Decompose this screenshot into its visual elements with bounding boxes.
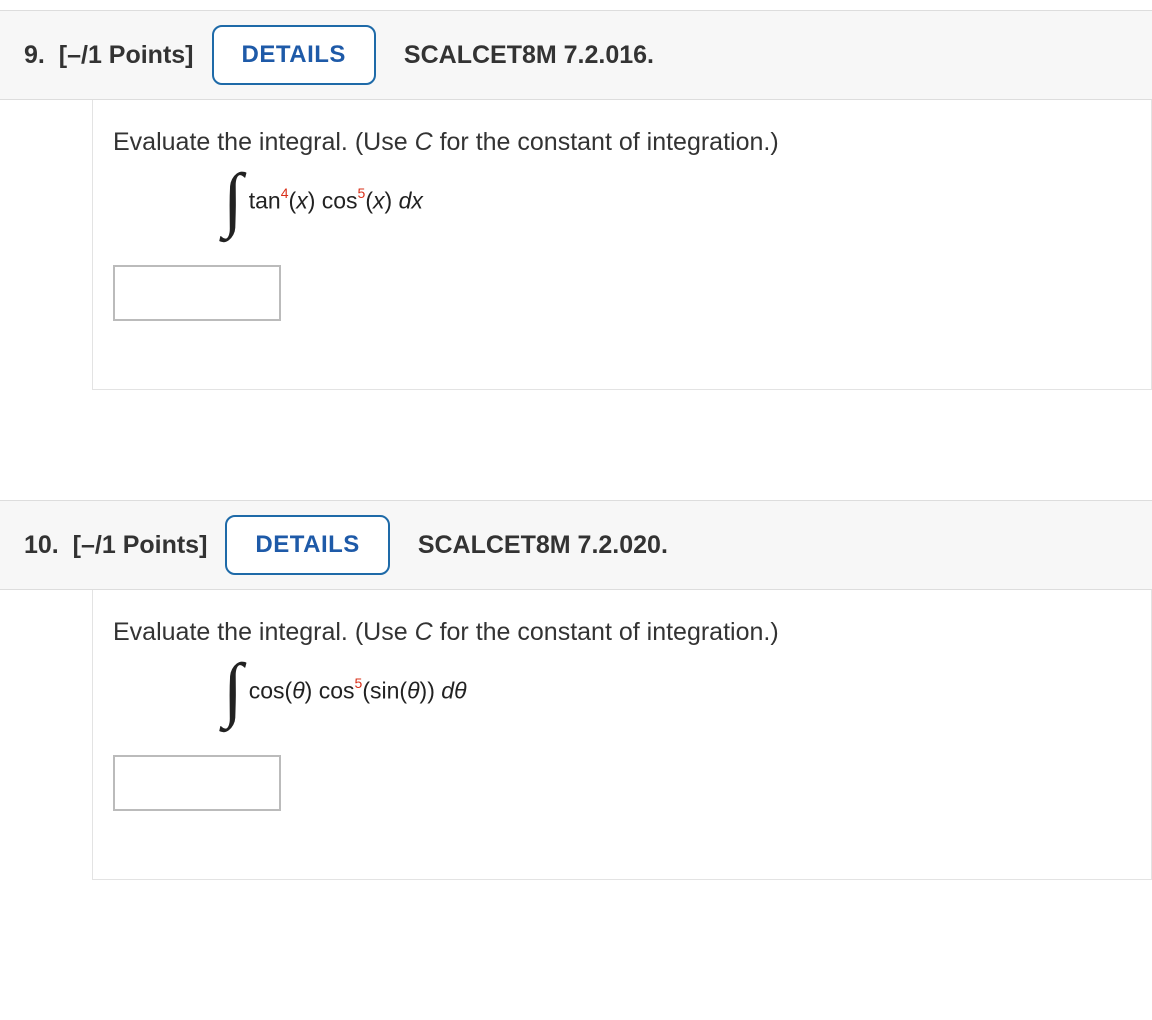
question-number-points: 9. [–/1 Points] [24,41,194,70]
integral-sign-icon: ∫ [223,653,243,725]
integral-sign-icon: ∫ [223,163,243,235]
integral-expression: ∫ tan4(x) cos5(x) dx [223,165,1151,237]
question-10: 10. [–/1 Points] DETAILS SCALCET8M 7.2.0… [0,500,1152,880]
question-source: SCALCET8M 7.2.020. [418,531,668,560]
question-body: Evaluate the integral. (Use C for the co… [92,100,1152,390]
details-button[interactable]: DETAILS [225,515,389,575]
integral-expression: ∫ cos(θ) cos5(sin(θ)) dθ [223,655,1151,727]
prompt-text: Evaluate the integral. (Use C for the co… [113,128,1151,157]
question-number-points: 10. [–/1 Points] [24,531,207,560]
question-body: Evaluate the integral. (Use C for the co… [92,590,1152,880]
answer-input[interactable] [113,755,281,811]
question-header: 10. [–/1 Points] DETAILS SCALCET8M 7.2.0… [0,500,1152,590]
prompt-text: Evaluate the integral. (Use C for the co… [113,618,1151,647]
question-9: 9. [–/1 Points] DETAILS SCALCET8M 7.2.01… [0,10,1152,390]
question-header: 9. [–/1 Points] DETAILS SCALCET8M 7.2.01… [0,10,1152,100]
details-button[interactable]: DETAILS [212,25,376,85]
question-source: SCALCET8M 7.2.016. [404,41,654,70]
answer-input[interactable] [113,265,281,321]
